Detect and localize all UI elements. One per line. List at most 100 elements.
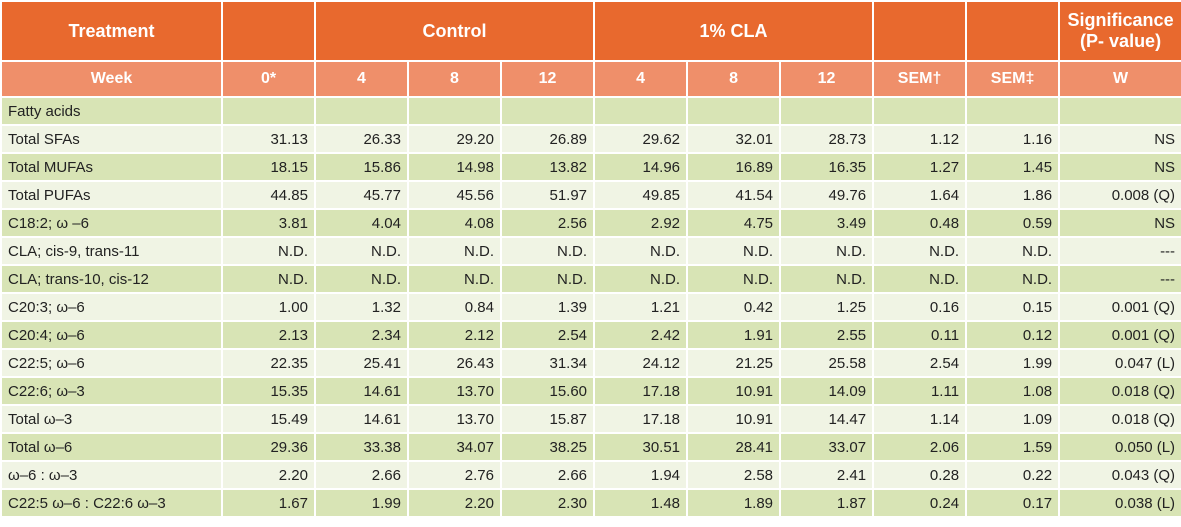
- value-cell: 2.56: [499, 208, 596, 238]
- value-cell: 0.11: [872, 320, 968, 350]
- section-row: Fatty acids: [0, 96, 1181, 126]
- significance-cell: NS: [1058, 124, 1181, 154]
- row-label: C22:5 ω–6 : C22:6 ω–3: [0, 488, 223, 518]
- value-cell: 1.48: [593, 488, 689, 518]
- value-cell: 1.21: [593, 292, 689, 322]
- value-cell: 29.20: [407, 124, 502, 154]
- significance-line-2: (P- value): [1080, 31, 1162, 51]
- value-cell: 1.89: [686, 488, 782, 518]
- value-cell: 26.89: [499, 124, 596, 154]
- value-cell: 0.59: [965, 208, 1061, 238]
- week-col: 8: [407, 60, 502, 98]
- value-cell: N.D.: [593, 264, 689, 294]
- value-cell: 2.76: [407, 460, 502, 490]
- value-cell: 45.77: [314, 180, 409, 210]
- value-cell: 2.13: [221, 320, 316, 350]
- significance-cell: ---: [1058, 264, 1181, 294]
- value-cell: 1.91: [686, 320, 782, 350]
- value-cell: 0.17: [965, 488, 1061, 518]
- value-cell: 32.01: [686, 124, 782, 154]
- value-cell: 26.43: [407, 348, 502, 378]
- row-label: C22:5; ω–6: [0, 348, 223, 378]
- value-cell: 15.60: [499, 376, 596, 406]
- value-cell: 29.36: [221, 432, 316, 462]
- week-col: 8: [686, 60, 782, 98]
- value-cell: 0.24: [872, 488, 968, 518]
- value-cell: 0.15: [965, 292, 1061, 322]
- value-cell: 0.16: [872, 292, 968, 322]
- value-cell: 31.13: [221, 124, 316, 154]
- empty-cell: [499, 96, 596, 126]
- value-cell: 1.59: [965, 432, 1061, 462]
- value-cell: 21.25: [686, 348, 782, 378]
- value-cell: 2.06: [872, 432, 968, 462]
- row-label: Total SFAs: [0, 124, 223, 154]
- value-cell: 25.41: [314, 348, 409, 378]
- value-cell: N.D.: [872, 264, 968, 294]
- row-label: C20:4; ω–6: [0, 320, 223, 350]
- row-label: ω–6 : ω–3: [0, 460, 223, 490]
- value-cell: 15.49: [221, 404, 316, 434]
- value-cell: 1.39: [499, 292, 596, 322]
- week-col: 0*: [221, 60, 316, 98]
- week-col: 12: [779, 60, 875, 98]
- value-cell: 2.12: [407, 320, 502, 350]
- value-cell: 33.07: [779, 432, 875, 462]
- value-cell: 0.28: [872, 460, 968, 490]
- table-row: ω–6 : ω–3 2.20 2.66 2.76 2.66 1.94 2.58 2.41 0.2…: [0, 460, 1181, 490]
- empty-cell: [314, 96, 409, 126]
- row-label: Total PUFAs: [0, 180, 223, 210]
- value-cell: 2.66: [314, 460, 409, 490]
- value-cell: 14.61: [314, 404, 409, 434]
- value-cell: 1.32: [314, 292, 409, 322]
- value-cell: 13.70: [407, 376, 502, 406]
- value-cell: 3.49: [779, 208, 875, 238]
- value-cell: N.D.: [314, 264, 409, 294]
- significance-cell: NS: [1058, 208, 1181, 238]
- row-label: Total ω–6: [0, 432, 223, 462]
- empty-header: [965, 0, 1061, 62]
- value-cell: N.D.: [686, 264, 782, 294]
- value-cell: 1.12: [872, 124, 968, 154]
- value-cell: 2.58: [686, 460, 782, 490]
- value-cell: 1.27: [872, 152, 968, 182]
- value-cell: 1.00: [221, 292, 316, 322]
- section-label: Fatty acids: [0, 96, 223, 126]
- row-label: C18:2; ω –6: [0, 208, 223, 238]
- week-col: 12: [499, 60, 596, 98]
- significance-line-1: Significance: [1067, 10, 1174, 30]
- value-cell: 2.54: [872, 348, 968, 378]
- table-row: Total ω–3 15.49 14.61 13.70 15.87 17.18 10.91 1…: [0, 404, 1181, 434]
- table-row: C22:5; ω–6 22.35 25.41 26.43 31.34 24.12 21.25…: [0, 348, 1181, 378]
- value-cell: 14.98: [407, 152, 502, 182]
- significance-cell: 0.018 (Q): [1058, 404, 1181, 434]
- week-header: Week: [0, 60, 223, 98]
- value-cell: 14.61: [314, 376, 409, 406]
- table-row: Total PUFAs 44.85 45.77 45.56 51.97 49.85 41.5…: [0, 180, 1181, 210]
- value-cell: 1.67: [221, 488, 316, 518]
- row-label: CLA; trans-10, cis-12: [0, 264, 223, 294]
- row-label: Total ω–3: [0, 404, 223, 434]
- value-cell: 0.48: [872, 208, 968, 238]
- significance-cell: 0.047 (L): [1058, 348, 1181, 378]
- significance-cell: 0.038 (L): [1058, 488, 1181, 518]
- significance-cell: 0.001 (Q): [1058, 292, 1181, 322]
- significance-cell: 0.001 (Q): [1058, 320, 1181, 350]
- table-row: C22:5 ω–6 : C22:6 ω–3 1.67 1.99 2.20 2.30 1.4…: [0, 488, 1181, 518]
- table-row: C22:6; ω–3 15.35 14.61 13.70 15.60 17.18 10.91…: [0, 376, 1181, 406]
- value-cell: 0.22: [965, 460, 1061, 490]
- value-cell: N.D.: [499, 236, 596, 266]
- header-row-1: Treatment Control 1% CLA Significance (P…: [0, 0, 1181, 62]
- empty-header: [872, 0, 968, 62]
- empty-header: [221, 0, 316, 62]
- value-cell: 2.55: [779, 320, 875, 350]
- value-cell: 4.04: [314, 208, 409, 238]
- value-cell: 1.94: [593, 460, 689, 490]
- value-cell: 2.54: [499, 320, 596, 350]
- value-cell: 1.45: [965, 152, 1061, 182]
- value-cell: 2.66: [499, 460, 596, 490]
- value-cell: 1.16: [965, 124, 1061, 154]
- significance-cell: 0.043 (Q): [1058, 460, 1181, 490]
- significance-cell: NS: [1058, 152, 1181, 182]
